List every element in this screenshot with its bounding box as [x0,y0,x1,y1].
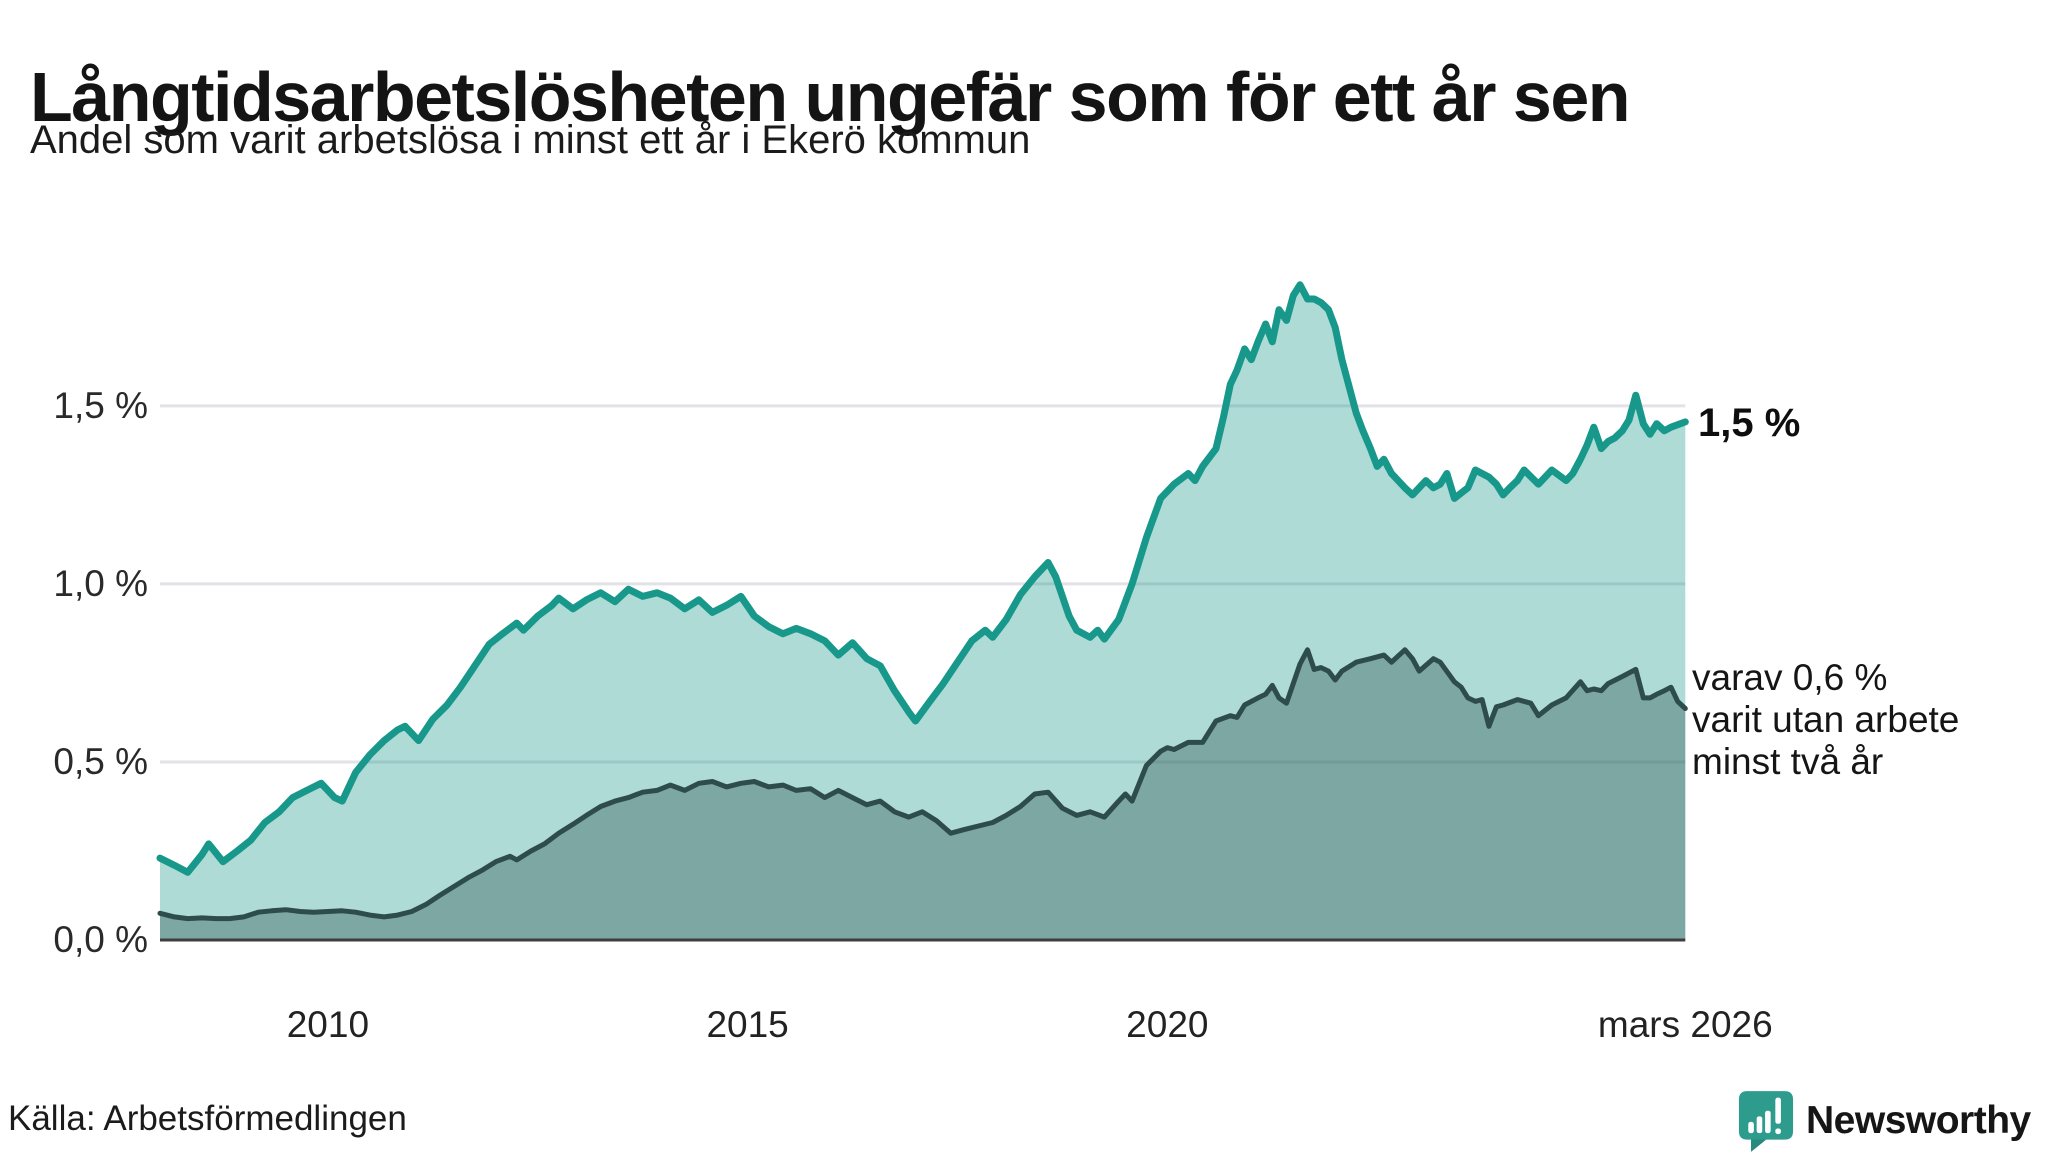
secondary-annotation-line2: varit utan arbete [1692,699,1960,740]
x-axis-label: 2015 [706,1004,789,1045]
newsworthy-logo: Newsworthy [1738,1090,2031,1152]
x-axis-label: 2020 [1126,1004,1209,1045]
secondary-series-annotation: varav 0,6 % varit utan arbete minst två … [1692,657,1959,783]
y-axis-label: 0,0 % [53,919,148,960]
area-series-0 [160,284,1686,940]
secondary-annotation-line1: varav 0,6 % [1692,657,1888,698]
page-title: Långtidsarbetslösheten ungefär som för e… [30,57,1631,136]
source-credit: Källa: Arbetsförmedlingen [8,1099,407,1138]
latest-value-label: 1,5 % [1698,401,1801,445]
x-axis-label: 2010 [286,1004,370,1045]
line-series-0 [156,281,1689,876]
y-axis-label: 1,0 % [53,562,148,604]
page-subtitle: Andel som varit arbetslösa i minst ett å… [30,118,1031,162]
line-series-1 [157,647,1688,922]
x-axis-label: mars 2026 [1597,1004,1773,1045]
brand-name: Newsworthy [1806,1099,2031,1142]
y-axis-label: 1,5 % [53,384,148,426]
area-series-1 [160,649,1686,940]
bar-chart-speech-bubble-icon [1738,1091,1794,1152]
y-axis-label: 0,5 % [53,740,148,782]
secondary-annotation-line3: minst två år [1692,741,1884,782]
